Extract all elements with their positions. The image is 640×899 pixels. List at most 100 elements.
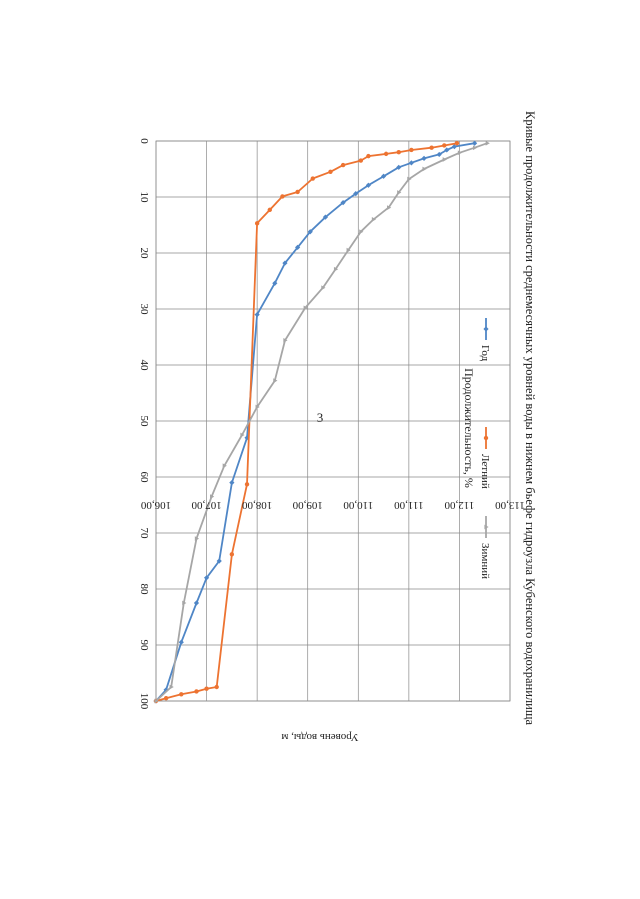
- data-point-zimniy: [442, 157, 447, 162]
- data-point-letniy: [340, 162, 346, 168]
- x-tick-label: 0: [138, 138, 150, 144]
- y-axis-label: Уровень воды, м: [281, 731, 358, 743]
- data-point-god: [322, 214, 329, 220]
- data-point-letniy: [454, 141, 460, 146]
- data-point-zimniy: [154, 698, 159, 704]
- data-point-zimniy: [371, 217, 377, 222]
- data-point-zimniy: [182, 600, 187, 606]
- series-layer: [153, 140, 490, 704]
- data-point-god: [244, 435, 250, 441]
- y-tick-label: 112,00: [444, 499, 474, 511]
- legend-marker-zimniy: [484, 524, 489, 530]
- data-point-zimniy: [457, 150, 463, 156]
- data-point-letniy: [194, 689, 199, 694]
- data-point-letniy: [429, 145, 434, 150]
- legend-label-zimniy: Зимний: [479, 543, 491, 579]
- x-axis-label: Продолжительность, %: [462, 368, 476, 488]
- data-point-god: [178, 639, 184, 645]
- data-point-god: [380, 173, 387, 179]
- x-tick-label: 60: [138, 472, 150, 484]
- data-point-letniy: [267, 207, 272, 213]
- data-point-god: [272, 280, 278, 286]
- y-tick-label: 108,00: [242, 499, 273, 511]
- data-point-zimniy: [422, 166, 427, 172]
- series-line-zimniy: [155, 142, 488, 702]
- data-point-zimniy: [194, 536, 200, 541]
- data-point-god: [229, 480, 235, 486]
- data-point-letniy: [214, 684, 219, 690]
- data-point-zimniy: [255, 404, 260, 410]
- x-tick-label: 90: [138, 640, 150, 652]
- data-point-zimniy: [359, 229, 364, 235]
- data-point-god: [444, 147, 450, 153]
- data-point-letniy: [310, 176, 315, 181]
- data-point-god: [451, 144, 457, 150]
- data-point-zimniy: [397, 190, 402, 195]
- data-point-zimniy: [210, 494, 215, 499]
- data-point-zimniy: [321, 285, 326, 291]
- x-tick-label: 50: [138, 416, 150, 428]
- legend-label-god: Год: [479, 345, 491, 362]
- data-point-zimniy: [485, 140, 490, 146]
- data-point-zimniy: [222, 463, 227, 469]
- grid: [155, 140, 511, 702]
- data-point-god: [396, 164, 402, 170]
- page-number: 3: [316, 410, 324, 425]
- data-point-letniy: [396, 150, 401, 155]
- data-point-god: [365, 182, 371, 188]
- y-tick-label: 106,00: [140, 499, 171, 511]
- data-point-letniy: [295, 189, 300, 195]
- data-point-zimniy: [283, 337, 288, 343]
- data-point-zimniy: [240, 432, 245, 438]
- chart-title: Кривые продолжительности среднемесячных …: [523, 111, 537, 725]
- x-tick-label: 70: [138, 528, 150, 540]
- data-point-zimniy: [169, 684, 174, 690]
- data-point-god: [282, 260, 288, 266]
- data-point-letniy: [163, 696, 169, 701]
- legend-marker-letniy: [483, 435, 489, 441]
- legend-marker-god: [483, 326, 489, 332]
- x-tick-label: 30: [138, 304, 150, 316]
- data-point-zimniy: [303, 305, 308, 311]
- data-point-god: [408, 160, 414, 166]
- y-tick-label: 107,00: [191, 499, 222, 511]
- data-point-letniy: [204, 686, 209, 691]
- data-point-zimniy: [473, 145, 478, 151]
- data-point-god: [307, 229, 313, 235]
- data-point-god: [254, 312, 260, 318]
- data-point-god: [203, 575, 210, 581]
- x-tick-label: 80: [138, 584, 150, 596]
- data-point-zimniy: [407, 176, 412, 182]
- data-point-letniy: [358, 158, 364, 163]
- data-point-letniy: [179, 692, 184, 697]
- y-tick-labels: 106,00 107,00 108,00 109,00 110,00 111,00 112,…: [140, 499, 525, 511]
- x-tick-label: 100: [138, 693, 150, 710]
- x-tick-label: 40: [138, 360, 150, 372]
- data-point-zimniy: [273, 378, 278, 384]
- data-point-zimniy: [346, 247, 351, 253]
- data-point-letniy: [366, 153, 371, 159]
- data-point-zimniy: [333, 266, 339, 272]
- data-point-god: [193, 600, 200, 606]
- data-point-god: [472, 140, 478, 146]
- data-point-letniy: [409, 147, 414, 153]
- data-point-letniy: [244, 482, 250, 487]
- x-tick-label: 20: [138, 248, 150, 260]
- data-point-letniy: [229, 552, 235, 557]
- data-point-god: [353, 191, 359, 197]
- data-point-letniy: [328, 169, 333, 175]
- data-point-god: [295, 244, 301, 250]
- y-tick-label: 109,00: [292, 499, 323, 511]
- series-line-god: [155, 142, 475, 702]
- data-point-god: [421, 155, 427, 161]
- data-point-letniy: [383, 151, 389, 157]
- data-point-god: [216, 558, 222, 564]
- data-point-letniy: [442, 143, 447, 148]
- data-point-god: [436, 151, 442, 158]
- data-point-zimniy: [387, 205, 392, 211]
- legend: Год Летний Зимний: [479, 318, 491, 579]
- series-line-letniy: [155, 142, 458, 702]
- data-point-letniy: [280, 194, 285, 199]
- y-tick-label: 111,00: [394, 499, 424, 511]
